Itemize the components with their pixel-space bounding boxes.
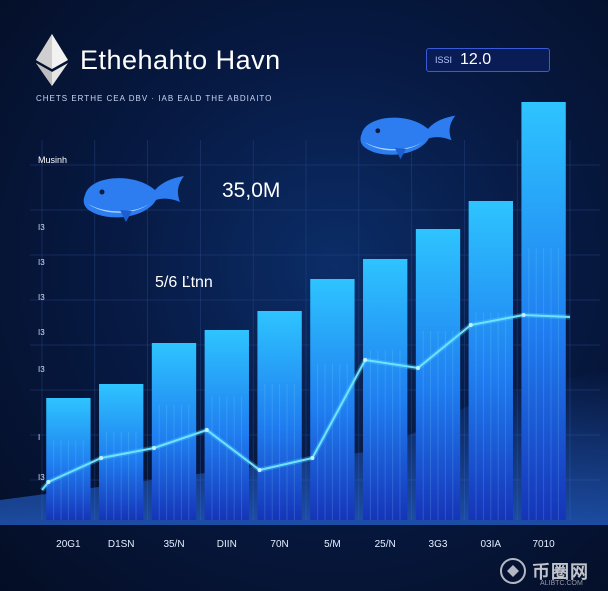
x-tick-label: DIIN: [217, 539, 237, 550]
y-tick-label: I3: [38, 293, 45, 302]
horizon-glow: [0, 370, 608, 525]
y-tick-label: I3: [38, 473, 45, 482]
y-tick-label: I3: [38, 328, 45, 337]
badge-label: ISSI: [435, 55, 453, 65]
bar: [415, 229, 461, 520]
bar: [204, 330, 249, 520]
watermark-logo-icon: [500, 558, 526, 584]
line-point: [468, 323, 473, 327]
page-subtitle: CHETS ERTHE CEA DBV · IAB EALD THE ABDIA…: [36, 94, 273, 103]
line-point: [363, 358, 368, 362]
bar: [468, 201, 513, 520]
value-badge: ISSI 12.0: [426, 48, 550, 72]
line-point: [46, 480, 51, 484]
legend-label: Musinh: [38, 155, 68, 165]
y-tick-label: I3: [38, 258, 45, 267]
line-point: [99, 456, 104, 460]
x-tick-label: 20G1: [56, 539, 81, 550]
line-point: [521, 313, 526, 317]
whale-icon: [83, 176, 184, 222]
annotation-mid-value: 5/6 Ľtnn: [155, 274, 213, 291]
x-tick-label: 3G3: [429, 539, 448, 550]
x-tick-label: 70N: [270, 539, 288, 550]
line-point: [257, 468, 262, 472]
line-point: [152, 446, 156, 450]
line-point: [416, 366, 420, 370]
x-tick-label: 7010: [532, 539, 555, 550]
line-point: [204, 428, 209, 432]
bar: [46, 398, 91, 520]
bar: [151, 343, 197, 520]
line-series: [40, 312, 571, 492]
y-tick-label: I: [38, 433, 40, 442]
x-tick-label: 03IA: [481, 539, 502, 550]
line-point: [310, 456, 315, 460]
annotation-big-value: 35,0M: [222, 179, 281, 202]
x-tick-label: 5/M: [324, 539, 341, 550]
bar: [521, 102, 566, 520]
badge-value: 12.0: [460, 51, 492, 68]
x-tick-label: 25/N: [375, 539, 396, 550]
page-title: Ethehahto Havn: [80, 44, 281, 75]
x-tick-label: D1SN: [108, 539, 135, 550]
bar: [257, 311, 302, 520]
y-tick-label: I3: [38, 223, 45, 232]
bar: [363, 259, 408, 520]
watermark: 币圈网: [498, 552, 606, 590]
y-tick-label: I3: [38, 365, 45, 374]
watermark-text: 币圈网: [532, 562, 589, 582]
watermark-subtext: ALIBTC.COM: [540, 580, 583, 587]
bar-series: [46, 102, 566, 520]
line-path: [41, 313, 571, 491]
x-tick-label: 35/N: [163, 539, 184, 550]
ethereum-icon: [36, 34, 68, 86]
bar: [310, 279, 355, 520]
whale-icon: [360, 115, 456, 160]
x-tick-labels: 20G1 D1SN 35/N DIIN 70N 5/M 25/N 3G3 03IA 7010: [56, 539, 555, 550]
y-tick-labels: I3 I3 I3 I3 I3 I I3: [38, 223, 45, 482]
header: Ethehahto Havn: [36, 34, 281, 86]
